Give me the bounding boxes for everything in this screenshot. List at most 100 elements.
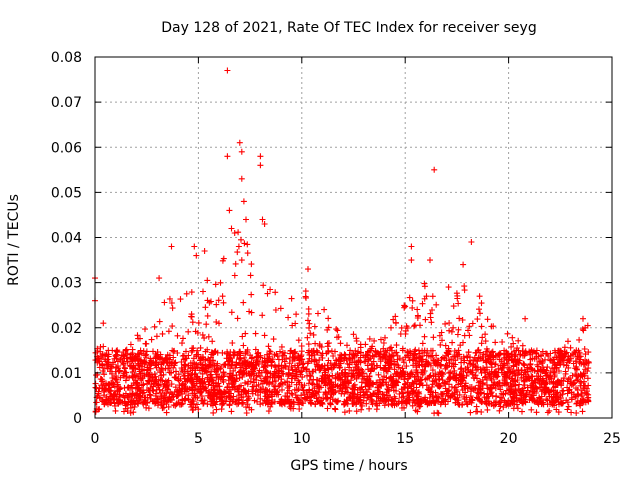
data-point: [446, 320, 453, 326]
data-point: [452, 396, 459, 403]
data-point: [429, 352, 436, 359]
data-point: [236, 139, 243, 146]
data-point: [375, 371, 382, 378]
data-point: [399, 370, 406, 377]
data-point: [266, 388, 273, 394]
data-point: [325, 366, 332, 373]
data-point: [427, 372, 434, 379]
data-point: [560, 387, 567, 394]
data-point: [460, 353, 467, 360]
data-point: [365, 357, 372, 364]
data-point: [410, 388, 417, 395]
data-point: [572, 349, 579, 356]
data-point: [424, 347, 431, 354]
data-point: [166, 356, 173, 363]
data-point: [259, 380, 266, 387]
data-point: [550, 368, 557, 375]
data-point: [341, 400, 347, 407]
data-point: [306, 386, 313, 393]
data-point: [261, 364, 268, 370]
data-point: [515, 360, 522, 367]
data-point: [238, 391, 245, 398]
data-point: [215, 297, 222, 304]
data-point: [421, 349, 428, 356]
data-point: [101, 371, 108, 378]
data-point: [248, 355, 255, 362]
data-point: [365, 348, 371, 355]
data-point: [564, 406, 571, 413]
data-point: [451, 348, 458, 354]
data-point: [293, 311, 300, 318]
data-point: [483, 381, 490, 388]
data-point: [141, 361, 148, 368]
data-point: [130, 365, 137, 372]
data-point: [98, 354, 104, 361]
data-point: [296, 406, 303, 412]
data-point: [350, 351, 357, 358]
data-point: [546, 407, 553, 414]
data-point: [398, 324, 405, 331]
data-point: [404, 348, 411, 355]
data-point: [381, 402, 388, 409]
data-point: [339, 386, 346, 393]
data-point: [192, 370, 198, 377]
data-point: [474, 347, 481, 354]
data-point: [393, 401, 400, 408]
data-point: [217, 279, 224, 286]
data-point: [233, 372, 240, 379]
data-point: [100, 320, 107, 327]
data-point: [291, 386, 298, 393]
data-point: [399, 405, 405, 411]
data-point: [122, 365, 128, 372]
data-point: [146, 371, 153, 378]
data-point: [533, 409, 540, 416]
data-point: [127, 341, 134, 348]
data-point: [531, 367, 538, 374]
data-point: [433, 394, 440, 400]
data-point: [335, 397, 342, 404]
data-point: [264, 357, 271, 364]
data-point: [360, 352, 367, 359]
data-point: [542, 380, 549, 387]
data-point: [509, 357, 516, 364]
data-point: [456, 391, 463, 398]
data-point: [409, 379, 416, 386]
data-point: [163, 409, 170, 416]
data-point: [224, 153, 231, 160]
data-point: [289, 372, 296, 379]
data-point: [142, 352, 149, 359]
data-point: [101, 401, 108, 408]
data-point: [421, 280, 428, 287]
data-point: [575, 353, 582, 360]
data-point: [551, 372, 558, 379]
data-point: [422, 316, 429, 323]
data-point: [192, 404, 199, 411]
data-point: [202, 367, 209, 374]
data-point: [317, 366, 324, 373]
data-point: [238, 148, 245, 155]
data-point: [417, 380, 424, 387]
data-point: [503, 351, 510, 357]
data-point: [556, 379, 563, 386]
data-point: [232, 364, 239, 371]
data-point: [539, 348, 546, 355]
data-point: [242, 379, 248, 386]
data-point: [483, 359, 490, 366]
data-point: [234, 315, 241, 322]
data-point: [411, 323, 417, 330]
data-point: [362, 341, 369, 348]
data-point: [439, 337, 445, 344]
data-point: [112, 407, 119, 414]
data-point: [392, 349, 398, 356]
data-point: [559, 388, 566, 395]
data-point: [288, 295, 295, 302]
data-point: [497, 394, 504, 401]
data-point: [507, 391, 514, 398]
data-point: [312, 392, 318, 398]
data-point: [314, 377, 321, 383]
data-point: [392, 319, 399, 326]
data-point: [465, 327, 471, 334]
data-point: [192, 363, 199, 370]
data-point: [303, 395, 310, 402]
data-point: [171, 360, 178, 366]
